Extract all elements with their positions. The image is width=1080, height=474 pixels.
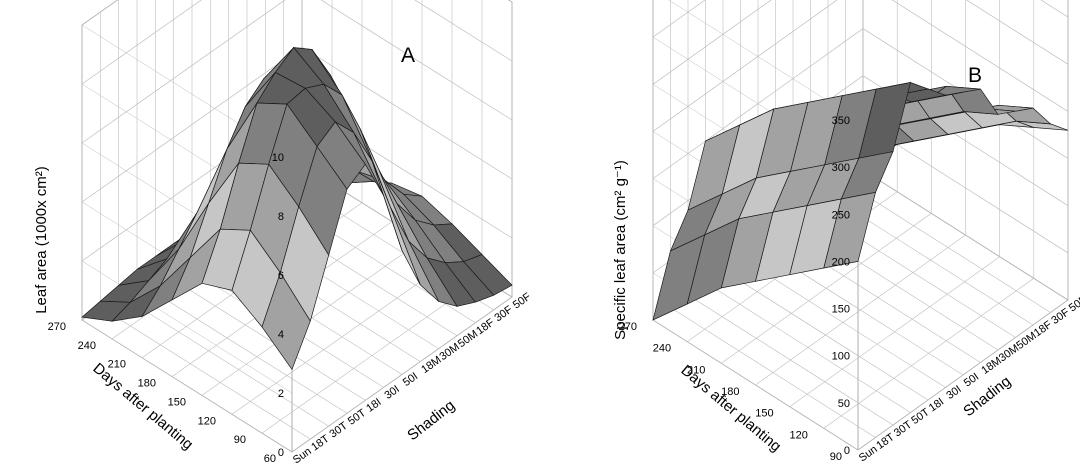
z-tick-label: 100 [832,351,850,363]
x-tick-label: 210 [687,364,705,376]
x-tick-label: 210 [108,359,126,371]
x-tick-label: 60 [264,453,276,465]
x-tick-label: 180 [721,386,739,398]
x-tick-label: 150 [755,408,773,420]
z-tick-label: 0 [278,447,284,459]
x-tick-label: 120 [198,415,216,427]
chart-panel-a: A Leaf area (1000x cm²) Days after plant… [33,0,533,466]
left-gridline [668,0,859,121]
z-axis-title: Specific leaf area (cm² g⁻¹) [612,160,629,340]
z-tick-label: 6 [278,270,284,282]
x-tick-label: 240 [78,340,96,352]
x-tick-label: 90 [234,434,246,446]
y-tick-label: 50F [1067,294,1080,315]
surface-patch [823,191,876,269]
z-tick-label: 2 [278,388,284,400]
x-tick-label: 150 [168,396,186,408]
z-tick-label: 0 [844,445,850,457]
x-tick-label: 240 [653,343,671,355]
x-tick-label: 180 [138,378,156,390]
x-tick-label: 120 [789,429,807,441]
y-gridline [81,25,293,453]
z-tick-label: 50 [838,398,850,410]
y-tick-label: 50F [511,291,534,312]
z-tick-label: 8 [278,211,284,223]
z-tick-label: 200 [832,256,850,268]
z-tick-label: 4 [278,329,284,341]
chart-panel-b: B Specific leaf area (cm² g⁻¹) Days afte… [612,0,1080,464]
x-tick-label: 270 [48,321,66,333]
surface-patch [261,271,311,371]
surface [81,47,513,371]
z-axis-title: Leaf area (1000x cm²) [33,166,50,314]
z-tick-label: 300 [832,162,850,174]
left-gridline [81,260,293,394]
z-tick-label: 10 [272,152,284,164]
z-tick-label: 250 [832,209,850,221]
x-tick-label: 270 [619,321,637,333]
z-tick-label: 350 [832,115,850,127]
chart-title: A [401,44,415,67]
x-tick-label: 90 [830,451,842,463]
y-axis-title: Shading [404,397,458,444]
surface [652,82,1069,321]
z-tick-label: 150 [832,304,850,316]
chart-title: B [968,64,982,87]
